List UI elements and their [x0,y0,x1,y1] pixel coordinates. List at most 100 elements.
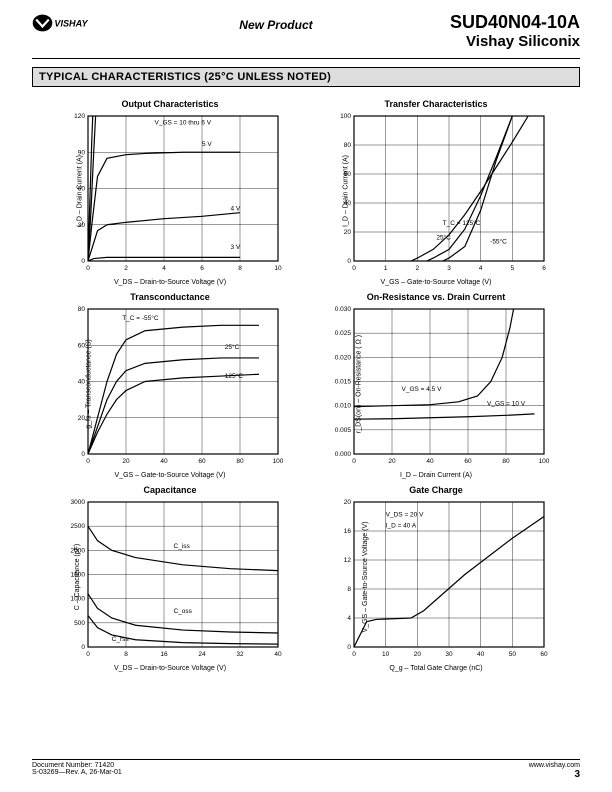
svg-text:8: 8 [238,265,242,272]
chart-title: On-Resistance vs. Drain Current [316,292,556,302]
svg-text:40: 40 [274,651,282,658]
chart-title: Gate Charge [316,485,556,495]
svg-text:I_D = 40 A: I_D = 40 A [386,522,417,529]
chart: Transfer Characteristics I_D – Drain Curr… [316,99,556,286]
svg-text:100: 100 [539,458,550,465]
svg-text:60: 60 [198,458,206,465]
header-right: SUD40N04-10A Vishay Siliconix [450,12,580,50]
chart-plot: 024681003060901203 V4 V5 VV_GS = 10 thru… [50,111,286,275]
svg-text:C_iss: C_iss [174,543,191,550]
chart-title: Transfer Characteristics [316,99,556,109]
svg-text:40: 40 [477,651,485,658]
x-axis-label: V_GS – Gate-to-Source Voltage (V) [50,472,290,479]
svg-text:4: 4 [162,265,166,272]
svg-text:-55°C: -55°C [490,238,507,246]
svg-text:0: 0 [81,644,85,651]
svg-text:8: 8 [124,651,128,658]
y-axis-label: g_fs – Transconductance (S) [85,339,92,429]
svg-text:0.025: 0.025 [335,330,352,337]
svg-text:C_rss: C_rss [112,636,130,643]
svg-text:10: 10 [382,651,390,658]
svg-text:5 V: 5 V [202,141,212,148]
footer-url: www.vishay.com [529,762,580,769]
chart-title: Output Characteristics [50,99,290,109]
svg-text:16: 16 [160,651,168,658]
svg-text:20: 20 [344,499,352,506]
svg-text:60: 60 [78,342,86,349]
svg-text:32: 32 [236,651,244,658]
svg-text:4 V: 4 V [231,205,241,212]
svg-text:VISHAY: VISHAY [54,19,88,29]
x-axis-label: V_DS – Drain-to-Source Voltage (V) [50,279,290,286]
svg-text:2500: 2500 [71,523,86,530]
x-axis-label: V_GS – Gate-to-Source Voltage (V) [316,279,556,286]
svg-text:16: 16 [344,528,352,535]
chart: Transconductance g_fs – Transconductance … [50,292,290,479]
svg-text:0.030: 0.030 [335,306,352,313]
svg-text:2: 2 [416,265,420,272]
svg-text:V_GS = 4.5 V: V_GS = 4.5 V [402,386,443,393]
svg-text:40: 40 [426,458,434,465]
svg-text:1: 1 [384,265,388,272]
svg-text:T_C = 125°C: T_C = 125°C [443,219,481,227]
chart: Output Characteristics I_D – Drain Curren… [50,99,290,286]
svg-text:C_oss: C_oss [174,608,193,615]
svg-text:5: 5 [511,265,515,272]
svg-text:100: 100 [273,458,284,465]
svg-text:V_GS = 10 V: V_GS = 10 V [487,401,526,408]
y-axis-label: I_D – Drain Current (A) [342,155,349,227]
chart-title: Transconductance [50,292,290,302]
svg-text:4: 4 [479,265,483,272]
company-name: Vishay Siliconix [450,33,580,50]
svg-text:0: 0 [86,265,90,272]
svg-text:24: 24 [198,651,206,658]
chart-plot: 0123456020406080100-55°C25°CT_C = 125°C [316,111,552,275]
svg-text:60: 60 [540,651,548,658]
y-axis-label: r_DS(on) – On-Resistance ( Ω ) [356,335,363,433]
svg-text:12: 12 [344,557,352,564]
svg-text:20: 20 [78,415,86,422]
svg-text:30: 30 [445,651,453,658]
svg-text:60: 60 [464,458,472,465]
chart: Capacitance C – Capacitance (pF) 0 8 16 24 32 4… [50,485,290,672]
svg-text:80: 80 [78,306,86,313]
x-axis-label: Q_g – Total Gate Charge (nC) [316,665,556,672]
svg-text:8: 8 [347,586,351,593]
y-axis-label: C – Capacitance (pF) [74,544,81,611]
svg-text:80: 80 [344,142,352,149]
svg-text:0: 0 [86,458,90,465]
svg-text:25°C: 25°C [225,343,240,351]
svg-text:0: 0 [347,258,351,265]
svg-text:3: 3 [447,265,451,272]
svg-text:20: 20 [122,458,130,465]
svg-text:T_C = -55°C: T_C = -55°C [122,314,159,322]
svg-text:100: 100 [340,113,351,120]
svg-text:6: 6 [542,265,546,272]
svg-text:0.015: 0.015 [335,379,352,386]
y-axis-label: I_D – Drain Current (A) [76,155,83,227]
svg-text:6: 6 [200,265,204,272]
chart-plot: 0816243240050010001500200025003000C_issC… [50,497,286,661]
svg-text:50: 50 [509,651,517,658]
svg-text:80: 80 [502,458,510,465]
chart-title: Capacitance [50,485,290,495]
svg-text:80: 80 [236,458,244,465]
doc-number: Document Number: 71420 [32,762,122,769]
svg-text:0: 0 [347,644,351,651]
svg-text:20: 20 [414,651,422,658]
new-product-label: New Product [239,12,312,32]
x-axis-label: I_D – Drain Current (A) [316,472,556,479]
chart-plot: 0204060801000.0000.0050.0100.0150.0200.0… [316,304,552,468]
svg-text:0.000: 0.000 [335,451,352,458]
svg-text:500: 500 [74,620,85,627]
svg-text:25°C: 25°C [436,233,451,241]
svg-text:120: 120 [74,113,85,120]
page-number: 3 [529,769,580,780]
svg-text:0: 0 [352,458,356,465]
svg-text:3000: 3000 [71,499,86,506]
svg-text:0.005: 0.005 [335,427,352,434]
x-axis-label: V_DS – Drain-to-Source Voltage (V) [50,665,290,672]
vishay-logo: VISHAY [32,12,102,34]
chart-plot: 0102030405060048121620V_DS = 20 VI_D = 4… [316,497,552,661]
charts-grid: Output Characteristics I_D – Drain Curren… [0,87,612,680]
